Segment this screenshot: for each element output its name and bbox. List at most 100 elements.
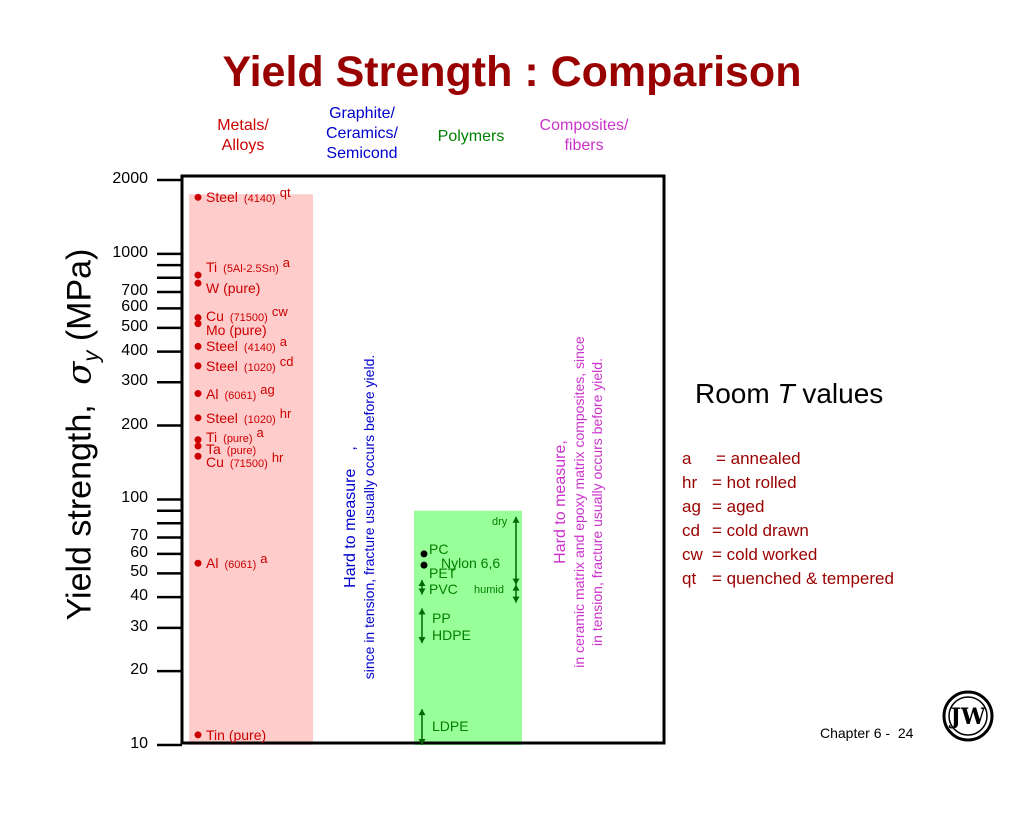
category-header-line: Alloys — [221, 137, 265, 154]
polymer-label: LDPE — [432, 717, 469, 734]
metal-point — [194, 731, 202, 739]
ceramics-note: Hard to measure, since in tension, fract… — [342, 207, 382, 827]
ceramics-note-comma: , — [342, 446, 359, 451]
metal-spec: (71500) — [229, 458, 268, 471]
polymer-label: Nylon 6,6 — [441, 555, 501, 572]
metal-label: Steel (1020) hr — [206, 406, 291, 427]
metal-label: Steel (4140) a — [206, 335, 287, 355]
polymers-band — [414, 510, 522, 745]
metal-condition: ag — [260, 381, 275, 397]
category-header-line: fibers — [564, 137, 604, 154]
metal-name: Cu — [206, 307, 224, 324]
legend-meaning: = annealed — [716, 449, 801, 468]
metal-point — [194, 414, 202, 422]
metal-spec: (4140) — [243, 342, 276, 355]
metal-point — [194, 193, 202, 201]
footer-page: 24 — [897, 725, 914, 741]
metal-spec: (6061) — [224, 559, 257, 572]
pp-hdpe-range-arrow — [418, 608, 426, 644]
polymer-point — [420, 561, 428, 569]
metal-point — [194, 342, 202, 350]
metal-spec: (4140) — [243, 193, 276, 206]
legend-meaning: = cold drawn — [712, 521, 809, 540]
y-tick-label: 700 — [121, 281, 148, 299]
y-tick-label: 10 — [130, 735, 148, 752]
metals-band — [189, 194, 313, 745]
metal-name: Steel — [206, 409, 238, 426]
metal-point — [194, 442, 202, 450]
ceramics-note-line1: Hard to measure — [342, 468, 359, 588]
category-header-line: Ceramics/ — [325, 125, 398, 142]
metal-condition: hr — [271, 450, 284, 466]
metal-label: Ta (pure) — [206, 442, 256, 458]
metal-name: Steel — [206, 189, 238, 206]
metal-condition: cd — [279, 353, 294, 369]
room-temp-suffix: values — [794, 378, 884, 409]
metal-point — [194, 452, 202, 460]
metal-name: Tin (pure) — [206, 726, 267, 743]
page-title: Yield Strength : Comparison — [222, 48, 802, 96]
composites-note-line2: in ceramic matrix and epoxy matrix compo… — [571, 336, 587, 668]
legend-meaning: = hot rolled — [712, 473, 797, 492]
y-tick-label: 40 — [130, 587, 148, 605]
y-tick-label: 100 — [121, 489, 148, 507]
metal-condition: a — [260, 551, 268, 567]
polymer-label: PET — [429, 565, 457, 582]
legend-entry: a = annealed — [682, 447, 894, 471]
y-tick-label: 60 — [130, 543, 148, 561]
metal-name: Ti — [206, 259, 218, 276]
ldpe-range-arrow — [418, 709, 426, 745]
pvc-range-arrow — [418, 579, 426, 595]
metal-spec: (5Al-2.5Sn) — [223, 263, 279, 276]
metal-label: Tin (pure) — [206, 728, 266, 742]
metal-point — [194, 390, 202, 398]
metal-spec: (pure) — [226, 445, 257, 458]
legend-code: ag — [682, 497, 701, 516]
metal-condition: qt — [279, 185, 291, 201]
dry-range-arrow — [512, 516, 520, 585]
metal-spec: (1020) — [243, 413, 276, 426]
metal-name: Ta — [206, 441, 221, 458]
humid-range-arrow — [512, 584, 520, 603]
metal-condition: a — [256, 424, 264, 440]
metal-name: Cu — [206, 454, 224, 471]
room-temp-prefix: Room — [695, 378, 778, 409]
metal-name: Al — [206, 385, 219, 402]
metal-label: Cu (71500) cw — [206, 304, 288, 325]
legend-meaning: = cold worked — [712, 545, 818, 564]
y-tick-label: 500 — [121, 317, 148, 335]
metal-name: Ti — [206, 428, 218, 445]
y-tick-label: 200 — [121, 415, 148, 433]
metal-condition: a — [282, 255, 291, 271]
metal-name: Mo (pure) — [206, 321, 267, 338]
metal-label: Steel (4140) qt — [206, 186, 291, 206]
polymer-label: PC — [429, 540, 449, 557]
y-tick-label: 30 — [130, 617, 148, 635]
category-header-line: Metals/ — [217, 117, 269, 134]
legend-entry: ag = aged — [682, 495, 894, 519]
legend-code: cd — [682, 521, 700, 540]
metal-point — [194, 314, 202, 322]
category-header: Polymers — [401, 127, 541, 147]
metal-condition: hr — [279, 405, 292, 421]
metal-point — [194, 362, 202, 370]
publisher-logo: JW — [942, 690, 994, 742]
metal-condition: cw — [271, 303, 288, 319]
y-tick-label: 400 — [121, 341, 148, 359]
category-header-line: Polymers — [437, 128, 505, 145]
legend-code: hr — [682, 473, 698, 492]
polymer-label: PP — [432, 609, 451, 626]
metal-point — [194, 279, 202, 287]
metal-condition: a — [279, 334, 287, 350]
category-header: Composites/fibers — [514, 116, 654, 156]
metal-label: Al (6061) a — [206, 552, 267, 572]
metal-spec: (1020) — [243, 361, 276, 374]
legend-code: qt — [682, 569, 697, 588]
composites-note-line3: in tension, fracture usually occurs befo… — [589, 358, 605, 646]
logo-lettering: JW — [948, 704, 985, 730]
metal-spec: (pure) — [223, 432, 253, 445]
polymer-point — [420, 550, 428, 558]
metal-name: W (pure) — [206, 280, 261, 297]
category-header-line: Graphite/ — [329, 105, 395, 122]
legend-entry: cd = cold drawn — [682, 519, 894, 543]
